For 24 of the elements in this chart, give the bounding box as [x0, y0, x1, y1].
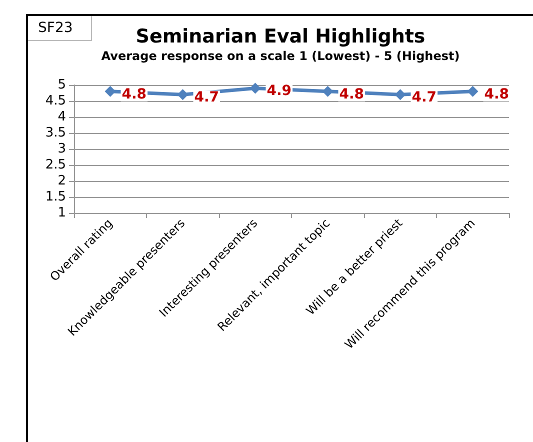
y-tick-label: 2 [58, 174, 66, 188]
point [394, 89, 406, 100]
y-tick-label: 3.5 [45, 126, 66, 140]
y-tick-label: 4.5 [45, 94, 66, 108]
text: SF23 [28, 16, 92, 41]
chart-title: Seminarian Eval Highlights [136, 26, 426, 48]
chart-subtitle: Average response on a scale 1 (Lowest) - 5 (Highest) [101, 49, 460, 63]
y-tick-label: 2.5 [45, 158, 66, 172]
point [250, 82, 261, 94]
y-tick-label: 3 [58, 142, 66, 156]
data-label: 4.8 [339, 86, 364, 102]
y-tick-label: 4 [58, 110, 66, 124]
y-tick-label: 1.5 [45, 190, 66, 204]
data-label: 4.8 [122, 86, 147, 102]
point [104, 86, 116, 97]
point [177, 89, 188, 100]
data-label: 4.9 [266, 83, 292, 100]
data-label: 4.7 [412, 90, 437, 106]
point [467, 86, 478, 97]
y-tick-label: 5 [58, 78, 66, 92]
y-tick-label: 1 [58, 206, 66, 220]
data-label: 4.8 [484, 86, 510, 102]
data-label: 4.7 [194, 90, 220, 106]
point [322, 86, 334, 97]
